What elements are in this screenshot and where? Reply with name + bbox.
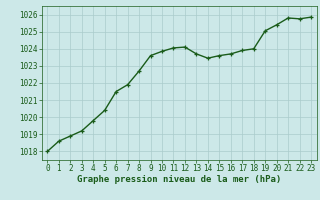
X-axis label: Graphe pression niveau de la mer (hPa): Graphe pression niveau de la mer (hPa) <box>77 175 281 184</box>
